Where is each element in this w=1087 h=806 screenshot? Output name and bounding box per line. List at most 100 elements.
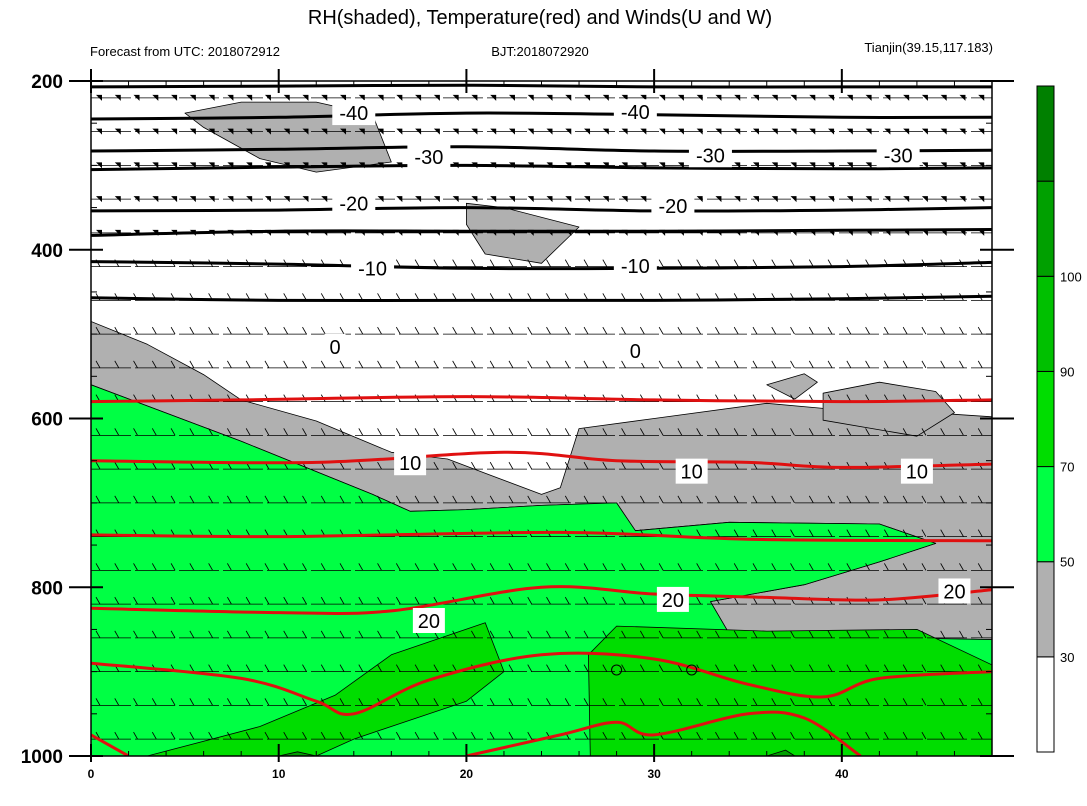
wind-barb <box>997 260 1001 267</box>
wind-barb <box>564 698 570 706</box>
wind-pennant <box>997 129 1003 135</box>
wind-barb <box>677 326 683 335</box>
wind-barb <box>208 360 213 369</box>
wind-barb <box>771 630 777 639</box>
wind-barb <box>752 360 758 369</box>
wind-barb <box>320 664 326 672</box>
wind-pennant <box>790 162 797 169</box>
wind-barb <box>677 698 683 706</box>
wind-barb <box>227 731 232 740</box>
wind-barb <box>433 495 439 504</box>
wind-pennant <box>189 94 196 101</box>
wind-pennant <box>283 128 290 135</box>
wind-barb <box>827 428 833 436</box>
wind-pennant <box>771 196 778 203</box>
wind-pennant <box>152 128 159 135</box>
wind-barb <box>227 563 232 571</box>
y-tick-label: 400 <box>31 241 63 262</box>
wind-pennant <box>96 196 102 203</box>
contour-label: 10 <box>675 458 708 484</box>
wind-barb <box>902 664 908 672</box>
wind-barb <box>508 259 514 267</box>
wind-barb <box>790 630 795 639</box>
wind-pennant <box>152 162 159 169</box>
wind-pennant <box>471 128 478 135</box>
wind-barb <box>602 259 608 267</box>
contour-label-box <box>332 190 376 216</box>
wind-pennant <box>696 128 703 135</box>
wind-pennant <box>621 128 628 135</box>
contour-label-text: -30 <box>884 145 913 167</box>
contour-label-box <box>651 192 695 218</box>
wind-barb <box>752 731 758 740</box>
wind-barb <box>564 563 570 571</box>
wind-barb <box>508 495 514 504</box>
isotherm-black <box>91 206 992 213</box>
wind-barb <box>921 326 927 335</box>
wind-barb <box>583 360 589 369</box>
contour-label: -20 <box>651 192 695 218</box>
wind-barb <box>921 529 927 537</box>
wind-pennant <box>396 94 403 101</box>
wind-pennant <box>565 196 572 203</box>
wind-pennant <box>96 128 102 135</box>
wind-barb <box>114 596 120 605</box>
wind-barb <box>452 360 457 369</box>
wind-barb <box>546 596 551 605</box>
wind-barb <box>621 495 626 504</box>
wind-pennant <box>846 94 853 101</box>
contour-minimum-marker <box>611 664 623 676</box>
wind-barb <box>808 664 814 672</box>
wind-pennant <box>433 128 440 135</box>
wind-barb <box>733 326 739 335</box>
wind-barb <box>583 596 589 605</box>
wind-barb <box>940 698 946 706</box>
wind-barb <box>977 326 983 335</box>
wind-barb <box>414 428 420 436</box>
wind-barb <box>245 596 251 605</box>
wind-barb <box>902 360 908 369</box>
wind-barb <box>902 630 908 639</box>
wind-barb <box>527 461 533 470</box>
wind-barb <box>921 360 927 369</box>
wind-barb <box>133 731 138 740</box>
colorbar-box <box>1036 466 1055 563</box>
wind-barb <box>640 698 645 706</box>
marker-layer <box>611 664 698 676</box>
wind-barb <box>959 731 964 740</box>
wind-barb <box>95 563 101 571</box>
wind-barb <box>977 495 983 504</box>
wind-barb <box>189 664 195 672</box>
x-tick-label: 40 <box>835 767 849 781</box>
wind-barb <box>151 495 157 504</box>
wind-pennant <box>828 162 835 169</box>
wind-barb <box>771 698 777 706</box>
rh-region-100 <box>766 749 796 756</box>
contour-label-text: 20 <box>662 590 684 612</box>
wind-pennant <box>621 196 628 203</box>
contour-label-text: -40 <box>621 102 650 124</box>
wind-pennant <box>734 196 741 203</box>
wind-barb <box>377 461 382 470</box>
wind-barb <box>508 664 514 672</box>
wind-barb <box>508 326 514 335</box>
wind-barb <box>133 495 138 504</box>
wind-barb <box>640 461 645 470</box>
wind-barb <box>508 698 514 706</box>
wind-barb <box>715 698 720 706</box>
wind-barb <box>884 360 889 369</box>
wind-barb <box>921 698 927 706</box>
wind-pennant <box>96 94 102 101</box>
wind-barb <box>677 630 683 639</box>
wind-barb <box>846 664 852 672</box>
wind-pennant <box>490 128 497 135</box>
wind-barb <box>471 428 476 436</box>
wind-barb <box>320 360 326 369</box>
wind-pennant <box>490 94 497 101</box>
wind-barb <box>602 563 608 571</box>
wind-barb <box>640 664 645 672</box>
wind-barb <box>320 630 326 639</box>
wind-barb <box>696 731 702 740</box>
wind-barb <box>752 326 758 335</box>
